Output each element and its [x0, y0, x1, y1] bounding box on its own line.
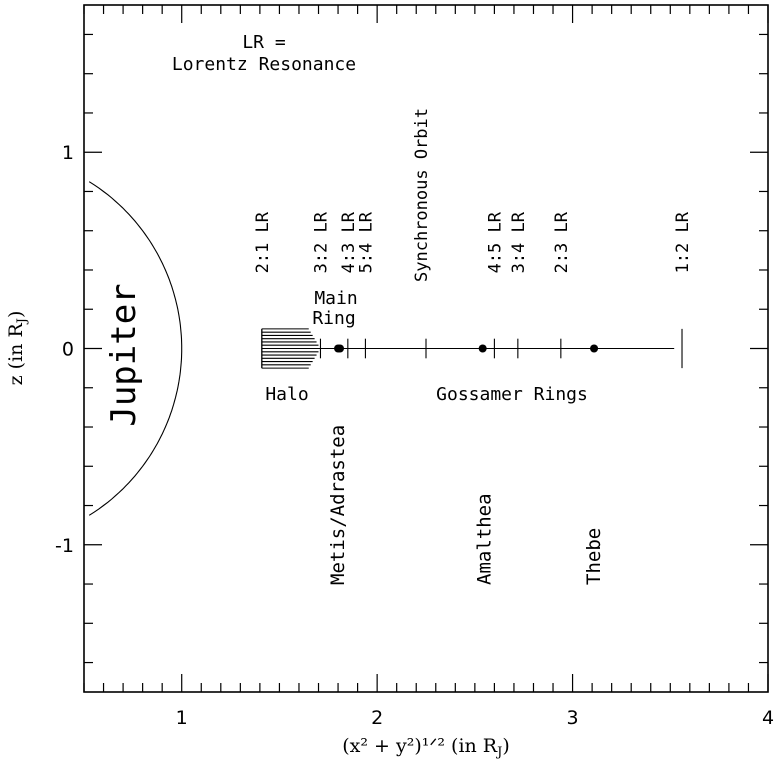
- y-axis-label: z (in RJ): [5, 311, 30, 386]
- resonance-label: 3:2 LR: [311, 211, 331, 273]
- y-tick-label: -1: [55, 535, 74, 557]
- moon-dot: [336, 344, 345, 353]
- main-ring-label-line-2: Ring: [312, 308, 355, 329]
- main-ring-label-line-1: Main: [314, 288, 357, 309]
- resonance-label: 4:3 LR: [339, 211, 359, 273]
- halo-hatching: [261, 328, 321, 369]
- resonance-label: 2:1 LR: [253, 211, 273, 273]
- resonance-labels: 2:1 LR 3:2 LR 4:3 LR5:4 LR 4:5 LR 3:4 LR 2:3 …: [253, 211, 693, 273]
- moon-dot: [590, 344, 599, 353]
- jupiter-label: Jupiter: [104, 283, 144, 426]
- moon-label: Thebe: [583, 528, 605, 585]
- resonance-label: 5:4 LR: [356, 211, 376, 273]
- x-tick-label: 3: [567, 707, 579, 729]
- x-tick-label: 1: [176, 707, 188, 729]
- resonance-label: 3:4 LR: [509, 211, 529, 273]
- moon-dot: [478, 344, 487, 353]
- resonance-label: 2:3 LR: [552, 211, 572, 273]
- y-tick-label: 0: [62, 339, 74, 361]
- synchronous-orbit-label: Synchronous Orbit: [412, 108, 432, 282]
- resonance-markers: [261, 328, 683, 369]
- y-axis-ticks: 1 0 -1: [55, 33, 768, 664]
- jupiter-limb: [88, 181, 183, 516]
- y-tick-label: 1: [62, 142, 74, 164]
- halo-label: Halo: [265, 384, 308, 405]
- x-tick-label: 4: [762, 707, 774, 729]
- legend-line-1: LR =: [242, 32, 286, 53]
- x-axis-label: (x² + y²)¹ᐟ² (in RJ): [342, 735, 510, 760]
- resonance-label: 1:2 LR: [673, 211, 693, 273]
- moon-labels: Metis/Adrastea Amalthea Thebe: [327, 425, 605, 585]
- moon-markers: [334, 344, 599, 353]
- moon-label: Metis/Adrastea: [327, 425, 349, 585]
- x-tick-label: 2: [371, 707, 383, 729]
- moon-label: Amalthea: [474, 493, 496, 585]
- x-axis-ticks: 1 2 3 4: [83, 5, 774, 729]
- resonance-label: 4:5 LR: [485, 211, 505, 273]
- legend-line-2: Lorentz Resonance: [172, 54, 356, 75]
- gossamer-rings-label: Gossamer Rings: [436, 384, 588, 405]
